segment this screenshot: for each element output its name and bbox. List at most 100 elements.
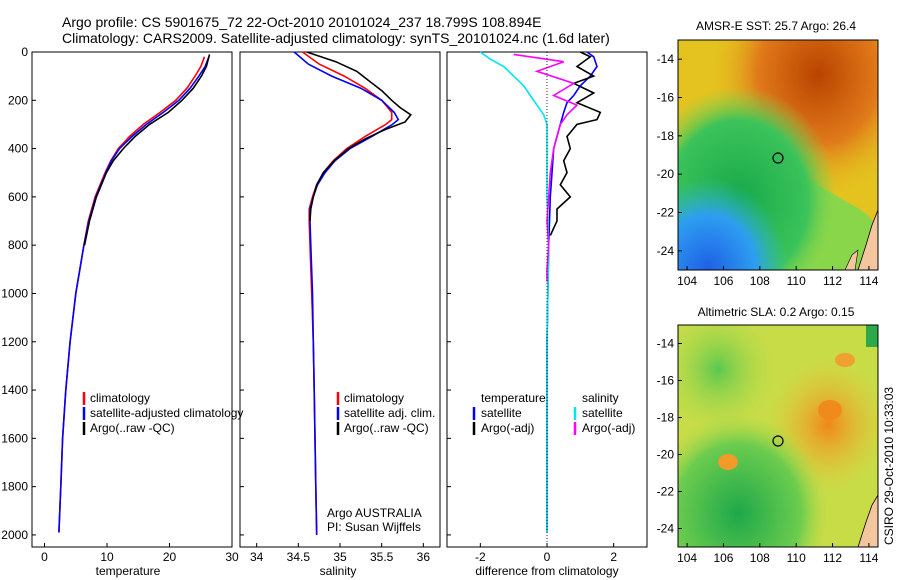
temperature-xlabel: temperature [96,564,161,578]
x-tick-label: 20 [163,550,177,564]
lat-tick-label: -20 [657,167,675,181]
pi-label: PI: Susan Wijffels [327,520,421,534]
x-tick-label: 0 [544,550,551,564]
series-line-salinity-2 [306,51,412,222]
lon-tick-label: 108 [750,274,770,288]
sst-map-frame [677,39,879,271]
legend-temperature-satellite: satellite [481,406,522,420]
series-line-difference-3 [513,53,579,282]
legend-satellite-adjusted: satellite-adjusted climatology [90,406,243,420]
y-tick-label: 1600 [1,431,28,445]
salinity-tick-labels: 34 34.5 35 35.5 36 [250,543,430,564]
difference-legend: temperature satellite Argo(-adj) salinit… [472,391,635,435]
legend-salinity-title: salinity [582,391,619,405]
lon-tick-label: 106 [713,274,733,288]
lat-tick-label: -16 [657,374,675,388]
sla-lon-tick-labels: 104 106 108 110 112 114 [677,543,879,565]
x-tick-label: -2 [475,550,486,564]
sst-lat-tick-labels: -14 -16 -18 -20 -22 -24 [657,52,682,258]
lat-tick-label: -24 [657,244,675,258]
salinity-xlabel: salinity [320,564,357,578]
x-tick-label: 34 [250,550,264,564]
series-line-difference-2 [479,51,550,533]
lat-tick-label: -18 [657,129,675,143]
y-tick-label: 200 [8,93,28,107]
sla-argo-position-marker [772,435,784,447]
y-tick-label: 400 [8,142,28,156]
temperature-tick-labels: 0 10 20 30 [41,543,239,564]
y-tick-label: 0 [21,45,28,59]
argo-australia-label: Argo AUSTRALIA [327,506,422,520]
lon-tick-label: 110 [787,274,806,288]
series-line-temperature-2 [83,54,211,246]
y-tick-label: 2000 [1,528,28,542]
sla-map-title: Altimetric SLA: 0.2 Argo: 0.15 [698,305,855,319]
difference-profile-lines [479,51,602,533]
sst-argo-position-marker [772,152,784,164]
legend-climatology: climatology [90,391,150,405]
x-tick-label: 30 [225,550,239,564]
sla-map-frame [677,324,879,548]
lon-tick-label: 104 [677,274,697,288]
depth-tick-labels: 0 200 400 600 800 1000 1200 1400 1600 1800 2000 [1,45,451,542]
lon-tick-label: 112 [823,274,842,288]
x-tick-label: 2 [610,550,617,564]
lat-tick-label: -22 [657,206,675,220]
difference-tick-labels: -2 0 2 [475,543,617,564]
salinity-axes [239,51,441,548]
lat-tick-label: -20 [657,448,675,462]
lon-tick-label: 106 [713,551,733,565]
lon-tick-label: 112 [823,551,842,565]
lat-tick-label: -22 [657,485,675,499]
legend-argo-raw: Argo(..raw -QC) [90,421,175,435]
header-line-2: Climatology: CARS2009. Satellite-adjuste… [62,30,610,46]
series-line-difference-0 [546,51,598,533]
x-tick-label: 10 [100,550,114,564]
side-credit: CSIRO 29-Oct-2010 10:33:03 [882,387,896,545]
temperature-profile-lines [58,54,211,533]
lon-tick-label: 108 [750,551,770,565]
difference-xlabel: difference from climatology [475,564,618,578]
legend-salinity-satellite: satellite [582,406,623,420]
series-line-temperature-1 [58,56,210,533]
lon-tick-label: 114 [859,274,878,288]
lon-tick-label: 104 [677,551,697,565]
lat-tick-label: -24 [657,522,675,536]
y-tick-label: 1800 [1,480,28,494]
salinity-profile-lines [293,51,412,535]
temperature-legend: climatology satellite-adjusted climatolo… [82,391,243,435]
salinity-legend: climatology satellite adj. clim. Argo(..… [336,391,435,435]
series-line-difference-1 [549,51,602,236]
lat-tick-label: -18 [657,411,675,425]
x-tick-label: 0 [41,550,48,564]
legend-argo-raw: Argo(..raw -QC) [344,421,429,435]
x-tick-label: 36 [417,550,431,564]
series-line-salinity-1 [293,51,400,535]
x-tick-label: 35.5 [370,550,394,564]
series-line-temperature-0 [58,56,206,533]
sst-map-title: AMSR-E SST: 25.7 Argo: 26.4 [696,19,856,33]
y-tick-label: 600 [8,190,28,204]
lat-tick-label: -16 [657,91,675,105]
sst-heatmap [678,40,879,271]
lat-tick-label: -14 [657,337,675,351]
sst-lon-tick-labels: 104 106 108 110 112 114 [677,266,879,288]
legend-climatology: climatology [344,391,404,405]
legend-temperature-title: temperature [481,391,546,405]
legend-salinity-argo: Argo(-adj) [582,421,635,435]
legend-temperature-argo: Argo(-adj) [481,421,534,435]
x-tick-label: 34.5 [287,550,311,564]
x-tick-label: 35 [333,550,347,564]
lat-tick-label: -14 [657,52,675,66]
lon-tick-label: 114 [859,551,878,565]
legend-satellite-adj-clim: satellite adj. clim. [344,406,435,420]
y-tick-label: 1400 [1,383,28,397]
header-line-1: Argo profile: CS 5901675_72 22-Oct-2010 … [62,14,542,30]
temperature-axes [31,51,233,548]
y-tick-label: 1200 [1,335,28,349]
y-tick-label: 800 [8,238,28,252]
sla-lat-tick-labels: -14 -16 -18 -20 -22 -24 [657,337,682,536]
y-tick-label: 1000 [1,286,28,300]
lon-tick-label: 110 [787,551,806,565]
